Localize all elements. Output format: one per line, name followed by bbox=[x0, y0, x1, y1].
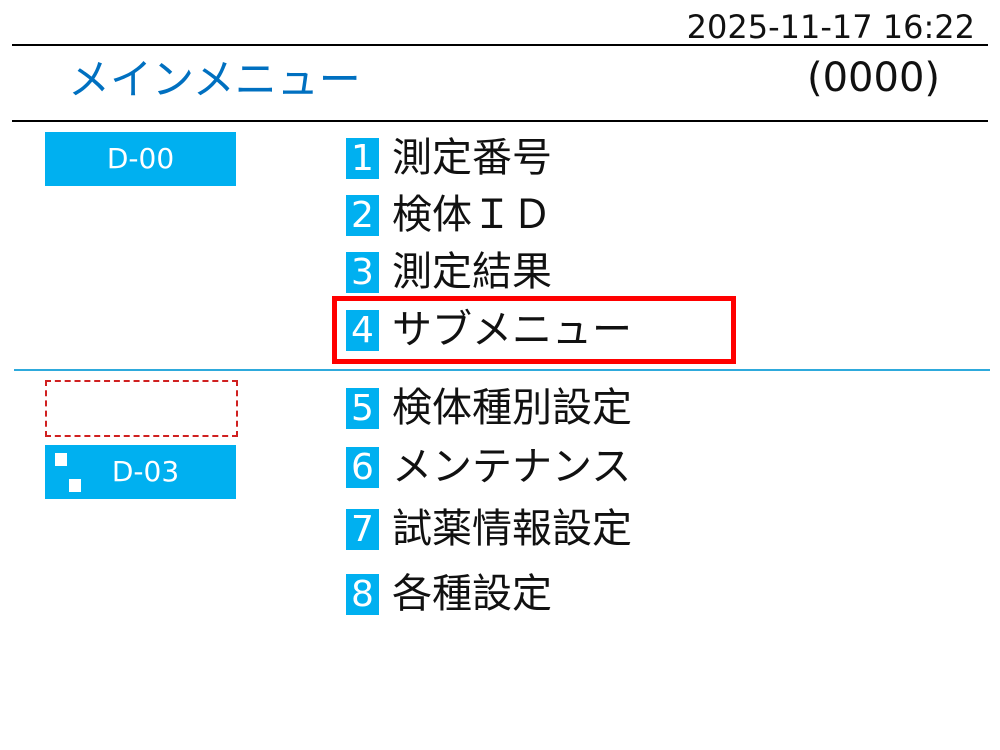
menu-number: 2 bbox=[346, 194, 379, 236]
menu-item-1[interactable]: 1 測定番号 bbox=[346, 130, 552, 186]
divider bbox=[14, 369, 990, 371]
menu-item-5[interactable]: 5 検体種別設定 bbox=[346, 380, 632, 436]
menu-label: 試薬情報設定 bbox=[392, 506, 632, 552]
page-title: メインメニュー bbox=[68, 55, 361, 104]
code-display: (0000) bbox=[806, 55, 940, 101]
menu-item-8[interactable]: 8 各種設定 bbox=[346, 566, 552, 622]
menu-number: 4 bbox=[346, 309, 379, 351]
selection-highlight bbox=[332, 296, 736, 364]
menu-label: メンテナンス bbox=[392, 444, 632, 490]
menu-label: 各種設定 bbox=[392, 571, 552, 617]
status-icon bbox=[55, 453, 67, 466]
menu-label: 検体ＩＤ bbox=[392, 192, 552, 238]
divider bbox=[12, 120, 988, 122]
menu-number: 8 bbox=[346, 573, 379, 615]
menu-item-2[interactable]: 2 検体ＩＤ bbox=[346, 187, 552, 243]
datetime: 2025-11-17 16:22 bbox=[686, 8, 975, 46]
status-icon bbox=[69, 479, 81, 492]
menu-item-4[interactable]: 4 サブメニュー bbox=[346, 302, 632, 358]
divider bbox=[12, 44, 988, 46]
status-box-d00: D-00 bbox=[45, 132, 236, 186]
status-box-label: D-03 bbox=[111, 455, 180, 488]
menu-label: 測定結果 bbox=[392, 249, 552, 295]
menu-number: 5 bbox=[346, 387, 379, 429]
menu-item-3[interactable]: 3 測定結果 bbox=[346, 244, 552, 300]
menu-number: 6 bbox=[346, 446, 379, 488]
menu-number: 7 bbox=[346, 508, 379, 550]
menu-item-7[interactable]: 7 試薬情報設定 bbox=[346, 501, 632, 557]
menu-label: 検体種別設定 bbox=[392, 385, 632, 431]
menu-number: 1 bbox=[346, 137, 379, 179]
menu-item-6[interactable]: 6 メンテナンス bbox=[346, 439, 631, 495]
menu-number: 3 bbox=[346, 251, 379, 293]
empty-status-box bbox=[45, 380, 238, 437]
status-box-d03: D-03 bbox=[45, 445, 236, 499]
menu-label: サブメニュー bbox=[392, 307, 632, 353]
menu-label: 測定番号 bbox=[392, 135, 552, 181]
